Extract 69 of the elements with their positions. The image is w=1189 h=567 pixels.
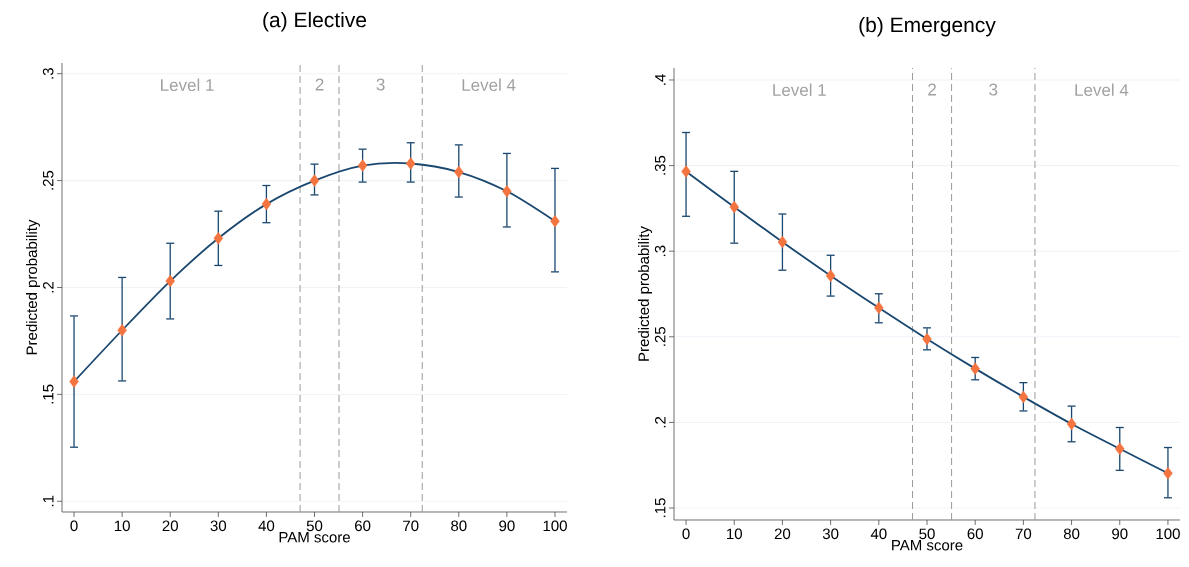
point xyxy=(165,274,175,288)
y-tick-label: .4 xyxy=(655,74,666,85)
y-tick-label: .3 xyxy=(654,245,666,257)
point xyxy=(357,159,368,172)
annotation: 2 xyxy=(315,78,324,91)
y-tick-label: .1 xyxy=(43,495,54,507)
y-tick-label: .35 xyxy=(654,155,666,175)
x-tick-label: 70 xyxy=(403,520,419,532)
annotation: 3 xyxy=(376,78,385,91)
x-tick-label: 50 xyxy=(919,528,935,540)
annotation: Level 1 xyxy=(161,78,214,92)
y-tick-label: .15 xyxy=(43,384,54,404)
point xyxy=(454,165,464,179)
point xyxy=(922,332,932,346)
y-tick-label: .2 xyxy=(43,281,54,293)
y-axis-title: Predicted probability xyxy=(26,219,40,355)
y-axis-title: Predicted probability xyxy=(638,226,652,361)
point xyxy=(502,185,512,198)
x-tick-label: 90 xyxy=(1112,528,1128,540)
point xyxy=(550,215,560,228)
point xyxy=(681,165,691,178)
y-tick-label: .3 xyxy=(42,68,54,79)
x-tick-label: 20 xyxy=(162,520,178,532)
x-tick-label: 0 xyxy=(70,520,78,532)
x-tick-label: 10 xyxy=(727,528,742,540)
point xyxy=(1018,390,1029,404)
point xyxy=(970,362,980,375)
chart-title: (b) Emergency xyxy=(859,16,996,37)
chart-title: (a) Elective xyxy=(263,11,367,32)
x-tick-label: 30 xyxy=(210,520,227,532)
y-tick-label: .15 xyxy=(655,498,666,518)
annotation: 2 xyxy=(928,83,936,96)
annotation: Level 4 xyxy=(462,78,516,92)
x-tick-label: 100 xyxy=(543,520,567,532)
x-tick-label: 30 xyxy=(822,528,839,540)
x-axis-title: PAM score xyxy=(279,532,350,543)
x-tick-label: 0 xyxy=(682,528,690,540)
y-tick-label: .25 xyxy=(654,326,666,346)
point xyxy=(261,197,272,211)
point xyxy=(117,324,127,337)
point xyxy=(406,157,416,170)
x-tick-label: 40 xyxy=(870,528,887,540)
x-tick-label: 50 xyxy=(306,520,323,532)
point xyxy=(729,200,739,214)
x-tick-label: 20 xyxy=(774,528,791,540)
x-tick-label: 90 xyxy=(499,520,515,532)
annotation: Level 4 xyxy=(1075,83,1129,97)
x-tick-label: 80 xyxy=(1063,528,1080,540)
x-tick-label: 70 xyxy=(1015,528,1032,540)
point xyxy=(213,232,224,245)
point xyxy=(777,235,788,249)
x-tick-label: 40 xyxy=(258,520,275,532)
x-tick-label: 10 xyxy=(114,520,130,532)
annotation: 3 xyxy=(989,83,998,96)
y-tick-label: .25 xyxy=(42,170,54,190)
x-axis-title: PAM score xyxy=(892,540,963,551)
annotation: Level 1 xyxy=(773,83,826,97)
y-tick-label: .2 xyxy=(654,416,666,428)
point xyxy=(1115,442,1125,455)
x-tick-label: 100 xyxy=(1156,528,1180,540)
point xyxy=(825,269,836,282)
point xyxy=(1066,417,1077,431)
point xyxy=(309,174,320,187)
x-tick-label: 60 xyxy=(355,520,371,532)
point xyxy=(69,375,79,388)
point xyxy=(874,301,884,315)
point xyxy=(1163,467,1173,480)
x-tick-label: 60 xyxy=(967,528,983,540)
x-tick-label: 80 xyxy=(451,520,467,532)
